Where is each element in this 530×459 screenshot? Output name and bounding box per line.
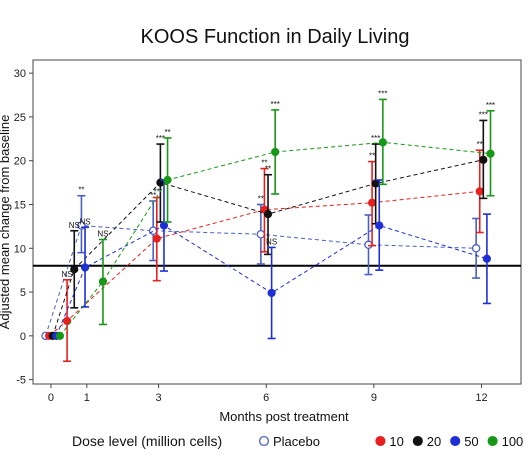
significance-label: ** [369,152,375,161]
x-tick-label: 3 [156,392,162,404]
data-point [80,263,90,272]
data-point [55,331,65,340]
significance-label: *** [378,89,387,98]
legend-marker-placebo [258,435,270,447]
series-100: NS*********** [55,89,495,340]
data-point [475,187,484,196]
data-point [271,147,280,157]
significance-label: NS [97,230,108,239]
x-axis: 0 1 3 6 9 12 [48,384,488,404]
data-point [256,230,266,239]
significance-label: *** [479,110,488,119]
y-tick-label: 0 [20,331,26,343]
significance-label: ** [265,165,271,174]
data-point [70,265,79,274]
legend-label-50: 50 [464,434,478,449]
legend-label-100: 100 [502,434,524,449]
data-point [486,149,495,158]
y-tick-label: 20 [14,156,26,168]
data-point [263,210,273,219]
x-tick-label: 0 [48,392,54,404]
significance-label: NS [69,221,80,230]
significance-label: *** [156,134,165,143]
data-point [378,138,387,147]
legend-marker-50 [450,435,461,447]
data-point [148,226,158,236]
y-tick-label: -5 [16,375,26,387]
significance-label: NS [266,237,277,246]
y-tick-label: 30 [14,68,26,80]
legend: Dose level (million cells) Placebo 10 20 50… [72,433,523,449]
significance-label: *** [486,101,495,110]
data-point [98,277,108,286]
significance-label: ** [78,186,84,195]
x-tick-label: 1 [84,392,90,404]
data-point [159,221,169,230]
data-point [62,316,72,326]
series-line [52,159,484,336]
data-point [367,198,377,207]
x-tick-label: 12 [475,392,487,404]
chart-title: KOOS Function in Daily Living [140,26,409,48]
legend-label-10: 10 [389,434,403,449]
series-line [45,224,477,336]
x-tick-label: 9 [371,392,377,404]
significance-label: NS [79,217,90,226]
y-tick-label: 15 [14,199,26,211]
y-axis: -5 0 5 10 15 20 25 30 [14,68,33,387]
legend-label-placebo: Placebo [273,434,320,449]
legend-label-20: 20 [427,434,441,449]
legend-marker-10 [375,435,386,447]
legend-marker-100 [487,435,498,447]
series-line [55,224,488,337]
data-point [364,240,373,250]
significance-label: ** [150,191,156,200]
series-20: NS*********** [48,110,488,340]
data-point [371,179,380,188]
significance-label: ** [164,128,170,137]
y-tick-label: 10 [14,243,26,255]
data-point [375,221,384,230]
series-line [59,141,491,337]
y-tick-label: 5 [20,287,26,299]
data-point [471,244,481,253]
legend-title: Dose level (million cells) [72,433,222,449]
series-10: NS******** [45,140,484,363]
significance-label: ** [258,194,264,203]
y-axis-label: Adjusted mean change from baseline [0,115,12,330]
series-placebo: **** ** [41,186,481,341]
x-axis-label: Months post treatment [219,409,349,424]
significance-label: ** [477,140,483,149]
legend-marker-20 [412,435,423,447]
series-group: **** **NS********NS***********NSNSNS*****… [41,89,495,363]
data-point [163,175,172,185]
data-point [482,254,492,263]
significance-label: ** [154,187,160,196]
significance-label: NS [62,270,73,279]
significance-label: *** [371,134,380,143]
y-tick-label: 25 [14,112,26,124]
data-point [152,234,161,243]
data-point [479,155,488,164]
significance-label: ** [261,159,267,168]
x-tick-label: 6 [263,392,269,404]
plot-frame [32,59,522,385]
significance-label: *** [271,100,280,109]
data-point [267,288,276,298]
